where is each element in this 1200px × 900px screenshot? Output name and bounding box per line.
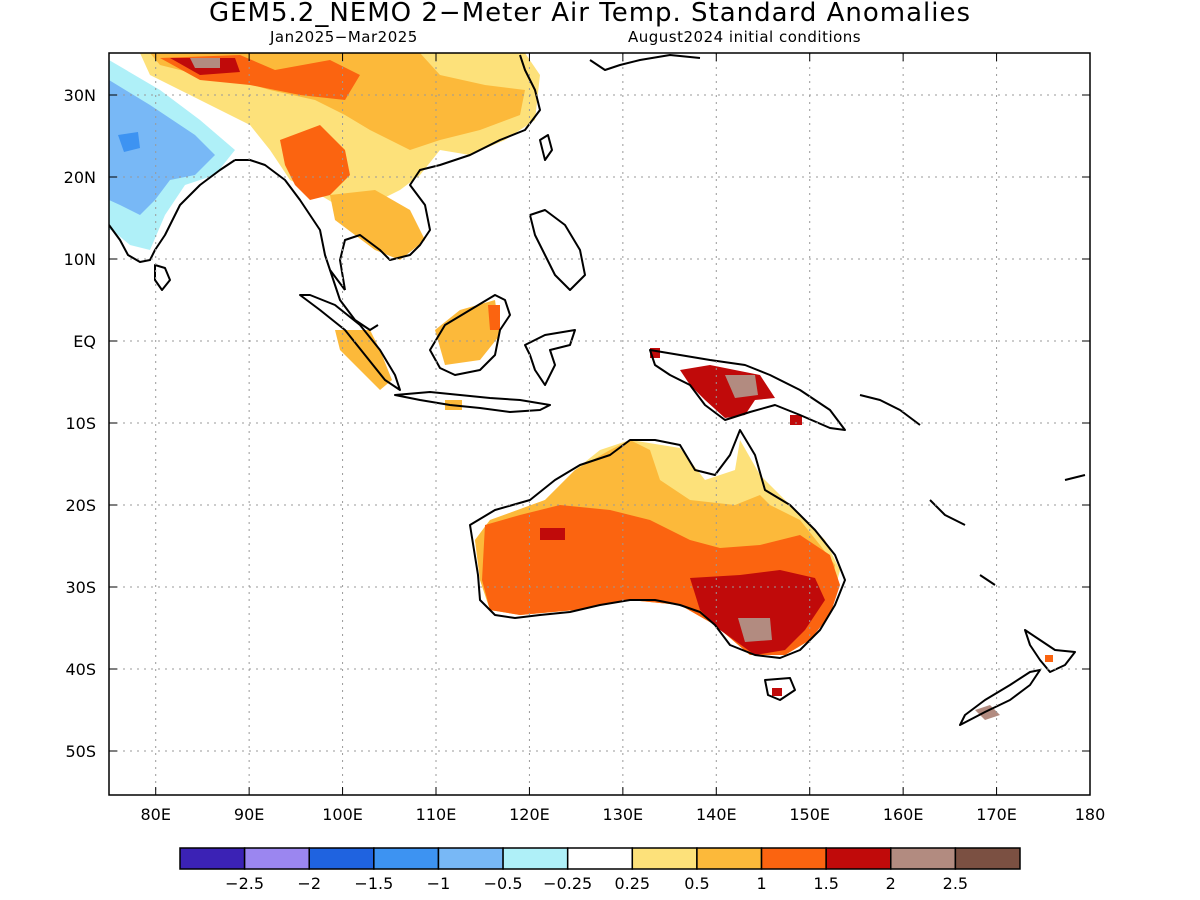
coast-new-guinea xyxy=(649,349,846,431)
lat-label: 20N xyxy=(64,168,96,187)
coast-solomon-islands xyxy=(859,394,921,426)
legend-label: −1 xyxy=(427,874,451,893)
legend-label: −1.5 xyxy=(354,874,393,893)
lat-label: 30N xyxy=(64,86,96,105)
legend-swatch xyxy=(373,847,440,870)
legend-label: −0.25 xyxy=(543,874,592,893)
forecast-period: Jan2025−Mar2025 xyxy=(270,28,418,46)
coast-japan-korea xyxy=(589,54,701,71)
legend-labels: −2.5 −2 −1.5 −1 −0.5 −0.25 0.25 0.5 1 1.5 2 2.5 xyxy=(225,874,968,893)
legend-swatch xyxy=(243,847,310,870)
gridlines xyxy=(109,53,1090,795)
initial-conditions: August2024 initial conditions xyxy=(628,28,862,46)
coast-indochina xyxy=(339,54,541,291)
legend-swatch xyxy=(308,847,375,870)
legend-label: 2 xyxy=(886,874,896,893)
coastlines xyxy=(109,54,1086,726)
lon-label: 90E xyxy=(234,805,264,824)
legend-swatch xyxy=(566,847,634,870)
lon-label: 170E xyxy=(976,805,1017,824)
color-legend xyxy=(179,847,1021,870)
legend-label: 2.5 xyxy=(943,874,968,893)
tasmania-anomaly xyxy=(772,688,782,696)
legend-swatch xyxy=(890,847,957,870)
legend-label: 1.5 xyxy=(813,874,838,893)
anomaly-shading xyxy=(109,53,1053,720)
nz-north-anomaly xyxy=(1045,655,1053,662)
coast-new-zealand-north xyxy=(1024,629,1076,673)
lon-label: 120E xyxy=(509,805,550,824)
map-frame xyxy=(108,52,1091,796)
new-guinea-extreme-anomaly xyxy=(725,375,758,398)
coast-philippines xyxy=(529,209,586,291)
lat-label: 40S xyxy=(65,660,96,679)
coast-new-zealand-south xyxy=(959,669,1041,726)
coast-sulawesi xyxy=(524,329,576,386)
coast-taiwan xyxy=(539,134,553,161)
lat-label: 20S xyxy=(65,496,96,515)
axis-ticks xyxy=(109,53,1091,795)
legend-label: −0.5 xyxy=(484,874,523,893)
legend-swatch xyxy=(954,847,1021,870)
lon-label: 110E xyxy=(416,805,457,824)
legend-label: −2 xyxy=(297,874,321,893)
lat-label: 50S xyxy=(65,742,96,761)
lon-label: 80E xyxy=(140,805,170,824)
coast-sumatra xyxy=(299,294,401,391)
longitude-labels: 80E 90E 100E 110E 120E 130E 140E 150E 160E 170E 18… xyxy=(140,805,1105,824)
legend-label: −2.5 xyxy=(225,874,264,893)
lat-label: EQ xyxy=(73,332,96,351)
lat-label: 10N xyxy=(64,250,96,269)
lon-label: 100E xyxy=(322,805,363,824)
coast-bay-of-bengal xyxy=(235,159,346,291)
borneo-orange-anomaly xyxy=(488,305,500,330)
legend-swatch xyxy=(696,847,763,870)
coast-tasmania xyxy=(764,677,796,701)
legend-label: 1 xyxy=(756,874,766,893)
southeast-australia-anomaly xyxy=(690,570,825,655)
lat-label: 30S xyxy=(65,578,96,597)
latitude-labels: 30N 20N 10N EQ 10S 20S 30S 40S 50S xyxy=(64,86,96,761)
indochina-warm-anomaly xyxy=(330,190,425,260)
coast-india xyxy=(109,159,236,263)
lon-label: 160E xyxy=(883,805,924,824)
new-guinea-east-anomaly xyxy=(790,415,802,425)
tibet-extreme-anomaly xyxy=(190,58,220,68)
coast-vanuatu-fiji xyxy=(929,474,1086,586)
chart-title: GEM5.2_NEMO 2−Meter Air Temp. Standard A… xyxy=(208,0,972,28)
borneo-warm-anomaly xyxy=(435,300,500,365)
lon-label: 150E xyxy=(789,805,830,824)
southeast-australia-extreme xyxy=(738,618,772,642)
india-cool-anomaly-medium xyxy=(109,80,215,215)
legend-label: 0.25 xyxy=(614,874,650,893)
india-cool-anomaly-strong xyxy=(118,132,140,152)
legend-swatch xyxy=(179,847,246,870)
western-australia-spot xyxy=(540,528,565,540)
legend-swatch xyxy=(502,847,569,870)
sumatra-warm-anomaly xyxy=(335,330,392,390)
coast-borneo xyxy=(429,294,511,376)
myanmar-warm-anomaly xyxy=(280,125,350,200)
lon-label: 130E xyxy=(603,805,644,824)
lat-label: 10S xyxy=(65,414,96,433)
lon-label: 180 xyxy=(1075,805,1106,824)
coast-sri-lanka xyxy=(154,264,171,291)
coast-java xyxy=(394,391,551,413)
legend-swatch xyxy=(825,847,892,870)
coast-australia xyxy=(469,429,846,659)
legend-label: 0.5 xyxy=(684,874,709,893)
legend-swatch xyxy=(631,847,698,870)
lon-label: 140E xyxy=(696,805,737,824)
legend-swatch xyxy=(760,847,827,870)
legend-swatch xyxy=(437,847,504,870)
